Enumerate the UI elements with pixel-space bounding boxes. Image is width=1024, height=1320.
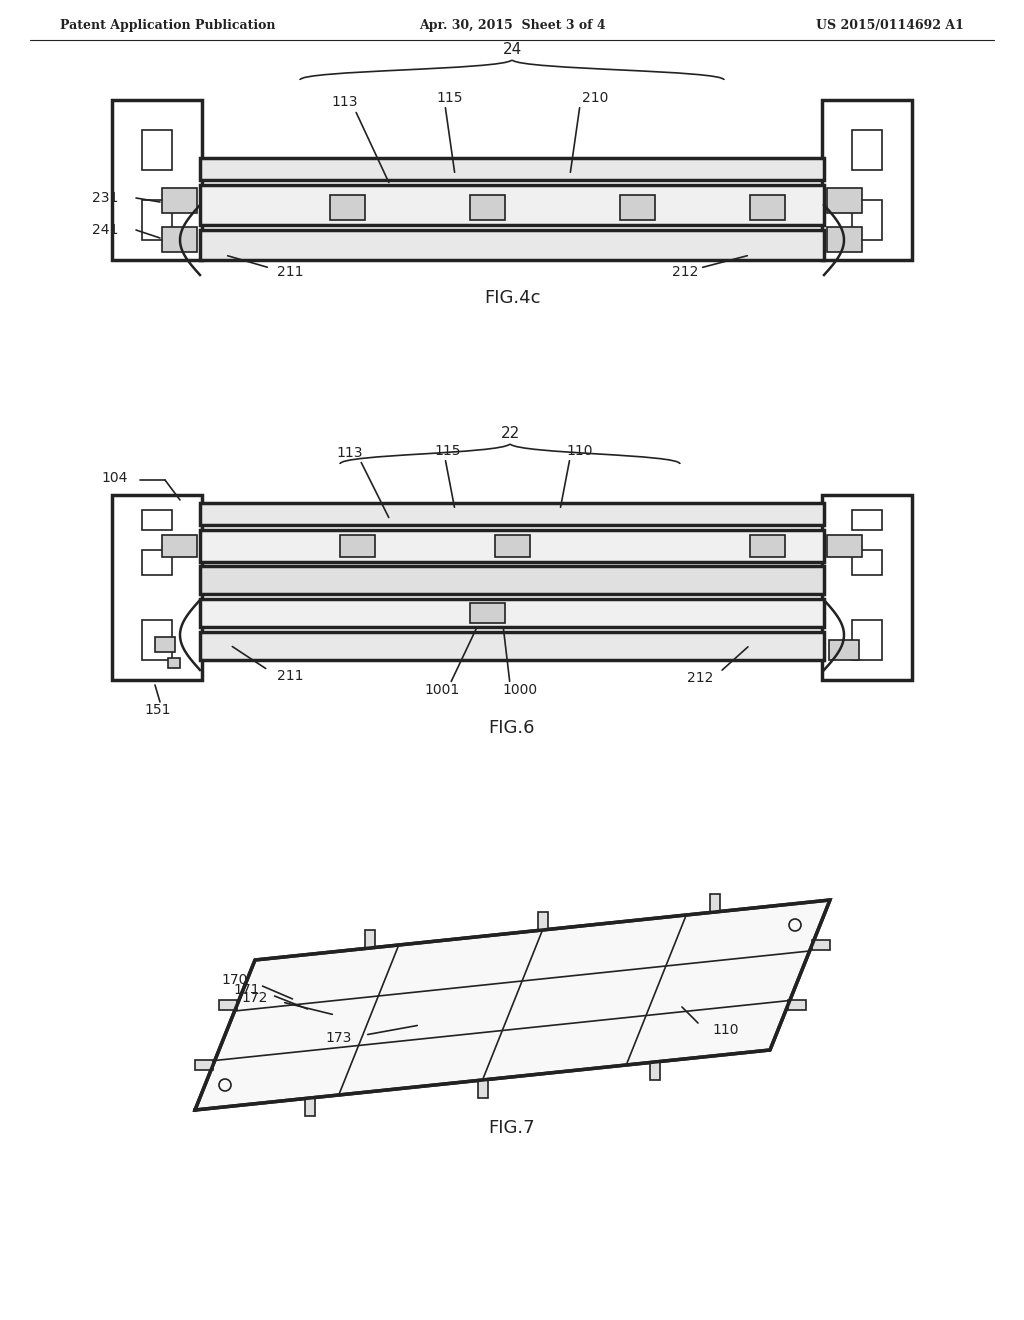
Bar [200, 531, 824, 562]
Text: 115: 115 [435, 444, 461, 458]
Text: 211: 211 [276, 265, 303, 279]
Bar [750, 535, 785, 557]
Text: 113: 113 [337, 446, 364, 459]
Text: 171: 171 [233, 983, 260, 997]
Text: Apr. 30, 2015  Sheet 3 of 4: Apr. 30, 2015 Sheet 3 of 4 [419, 18, 605, 32]
Bar [330, 195, 365, 220]
Bar [200, 230, 824, 260]
Bar [200, 599, 824, 627]
Bar [750, 195, 785, 220]
Bar [620, 195, 655, 220]
Bar [822, 100, 912, 260]
Bar [142, 129, 172, 170]
Polygon shape [788, 1001, 806, 1010]
Text: 212: 212 [687, 671, 713, 685]
Text: 104: 104 [101, 471, 128, 484]
Polygon shape [219, 1001, 237, 1010]
Bar [470, 603, 505, 623]
Polygon shape [477, 1080, 487, 1098]
Text: 115: 115 [437, 91, 463, 106]
Bar [827, 535, 862, 557]
Text: FIG.6: FIG.6 [488, 719, 536, 737]
Text: 110: 110 [566, 444, 593, 458]
Text: 1000: 1000 [503, 682, 538, 697]
Polygon shape [538, 912, 548, 931]
Text: 173: 173 [326, 1031, 352, 1045]
Bar [168, 657, 180, 668]
Text: 24: 24 [503, 42, 521, 58]
Polygon shape [305, 1098, 315, 1115]
Bar [829, 640, 859, 660]
Text: 231: 231 [91, 191, 118, 205]
Bar [340, 535, 375, 557]
Bar [495, 535, 530, 557]
Text: 172: 172 [242, 991, 268, 1005]
Text: 211: 211 [276, 669, 303, 682]
Text: 1001: 1001 [424, 682, 460, 697]
Text: 151: 151 [144, 704, 171, 717]
Text: US 2015/0114692 A1: US 2015/0114692 A1 [816, 18, 964, 32]
Bar [852, 620, 882, 660]
Bar [142, 550, 172, 576]
Text: 210: 210 [582, 91, 608, 106]
Text: Patent Application Publication: Patent Application Publication [60, 18, 275, 32]
Text: 110: 110 [712, 1023, 738, 1038]
Polygon shape [710, 894, 720, 912]
Text: FIG.4c: FIG.4c [483, 289, 541, 308]
Bar [200, 185, 824, 224]
Polygon shape [195, 1060, 213, 1071]
Text: 212: 212 [672, 265, 698, 279]
Bar [827, 227, 862, 252]
Bar [142, 510, 172, 531]
Polygon shape [195, 900, 830, 1110]
Bar [142, 201, 172, 240]
Bar [852, 550, 882, 576]
Text: 22: 22 [501, 426, 519, 441]
Bar [200, 566, 824, 594]
Bar [200, 632, 824, 660]
Bar [852, 129, 882, 170]
Bar [155, 638, 175, 652]
Bar [822, 495, 912, 680]
Bar [112, 100, 202, 260]
Text: FIG.7: FIG.7 [488, 1119, 536, 1137]
Bar [200, 158, 824, 180]
Bar [200, 503, 824, 525]
Bar [162, 227, 197, 252]
Text: 113: 113 [332, 95, 358, 110]
Polygon shape [812, 940, 830, 950]
Text: 241: 241 [91, 223, 118, 238]
Bar [162, 535, 197, 557]
Bar [142, 620, 172, 660]
Bar [852, 201, 882, 240]
Text: 170: 170 [221, 973, 248, 987]
Bar [112, 495, 202, 680]
Polygon shape [650, 1063, 660, 1080]
Bar [827, 187, 862, 213]
Bar [470, 195, 505, 220]
Bar [852, 510, 882, 531]
Polygon shape [365, 931, 375, 948]
Bar [162, 187, 197, 213]
